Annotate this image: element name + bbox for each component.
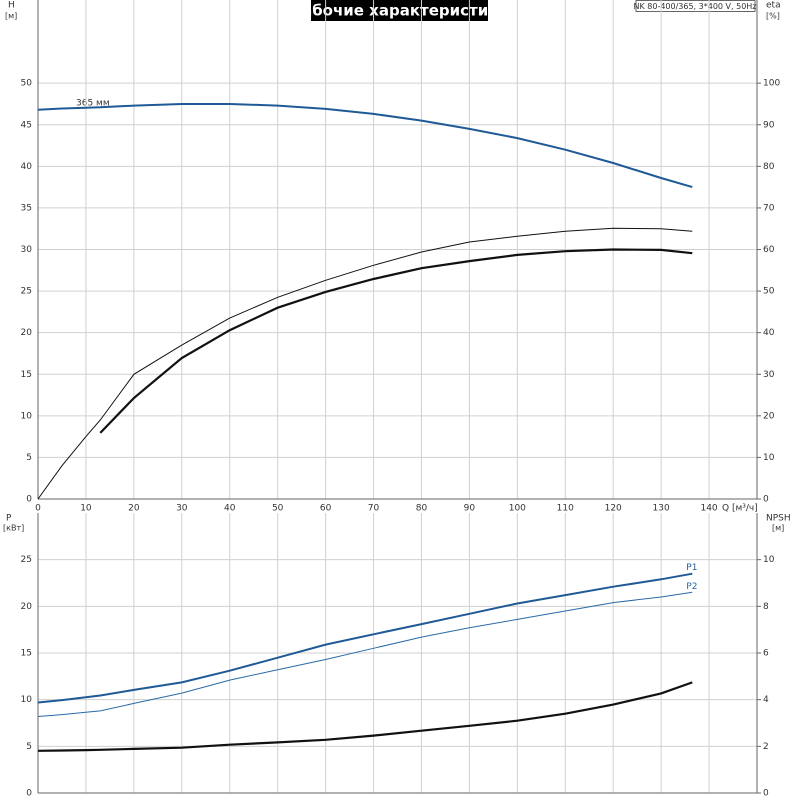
x-tick-label: 130	[653, 504, 670, 514]
y2-label: eta	[766, 1, 781, 11]
x-tick-label: 0	[35, 504, 41, 514]
y2-tick-label: 80	[763, 162, 775, 172]
y2-unit: [%]	[766, 12, 780, 21]
x-tick-label: 20	[128, 504, 140, 514]
y2-tick-label: 40	[763, 328, 775, 338]
model-box	[635, 0, 756, 12]
y2-tick-label: 2	[763, 742, 769, 752]
y2-tick-label: 0	[763, 495, 769, 505]
x-tick-label: 10	[80, 504, 92, 514]
y-tick-label: 25	[21, 555, 32, 565]
y2-tick-label: 6	[763, 649, 769, 659]
y2-tick-label: 50	[763, 287, 775, 297]
y-unit: [кВт]	[3, 524, 24, 533]
x-tick-label: 80	[416, 504, 428, 514]
y-tick-label: 45	[21, 120, 32, 130]
curve-label: P2	[686, 582, 697, 592]
y-tick-label: 25	[21, 287, 32, 297]
y-tick-label: 15	[21, 370, 32, 380]
y-tick-label: 10	[21, 411, 33, 421]
curve-label: P1	[686, 563, 697, 573]
y2-label: NPSH	[766, 514, 791, 524]
x-tick-label: 90	[464, 504, 476, 514]
chart-title: Рабочие характеристики	[291, 2, 509, 20]
x-tick-label: 50	[272, 504, 284, 514]
y-tick-label: 5	[26, 453, 32, 463]
x-tick-label: 110	[557, 504, 574, 514]
x-tick-label: 70	[368, 504, 380, 514]
y2-tick-label: 90	[763, 120, 775, 130]
curve	[37, 572, 693, 704]
x-tick-label: 100	[509, 504, 526, 514]
y-tick-label: 5	[26, 742, 32, 752]
y-tick-label: 50	[21, 79, 33, 89]
x-label: Q [м³/ч]	[722, 504, 758, 514]
y2-tick-label: 30	[763, 370, 775, 380]
curve	[37, 681, 693, 752]
curve	[99, 248, 693, 434]
y2-unit: [м]	[772, 524, 784, 533]
curve	[37, 103, 693, 189]
y2-tick-label: 10	[763, 453, 775, 463]
x-tick-label: 30	[176, 504, 188, 514]
curve-annotation: 365 мм	[76, 99, 110, 109]
y-tick-label: 15	[21, 649, 32, 659]
y2-tick-label: 20	[763, 411, 775, 421]
y-tick-label: 20	[21, 602, 33, 612]
x-tick-label: 40	[224, 504, 236, 514]
y2-tick-label: 60	[763, 245, 775, 255]
y-tick-label: 30	[21, 245, 33, 255]
x-tick-label: 140	[700, 504, 717, 514]
y2-tick-label: 10	[763, 555, 775, 565]
x-tick-label: 60	[320, 504, 332, 514]
y-tick-label: 40	[21, 162, 33, 172]
curve	[37, 591, 693, 717]
curve	[37, 227, 693, 500]
model-label: NK 80-400/365, 3*400 V, 50Hz	[633, 2, 756, 11]
y-tick-label: 0	[26, 495, 32, 505]
y2-tick-label: 70	[763, 203, 775, 213]
y-label: P	[6, 514, 12, 524]
y2-tick-label: 4	[763, 695, 769, 705]
y-tick-label: 10	[21, 695, 33, 705]
title-box	[311, 0, 488, 21]
y-tick-label: 35	[21, 203, 32, 213]
y2-tick-label: 100	[763, 79, 780, 89]
y-unit: [м]	[5, 12, 17, 21]
y2-tick-label: 0	[763, 789, 769, 799]
y-tick-label: 20	[21, 328, 33, 338]
y-tick-label: 0	[26, 789, 32, 799]
x-tick-label: 120	[605, 504, 622, 514]
y-label: H	[8, 1, 15, 11]
y2-tick-label: 8	[763, 602, 769, 612]
